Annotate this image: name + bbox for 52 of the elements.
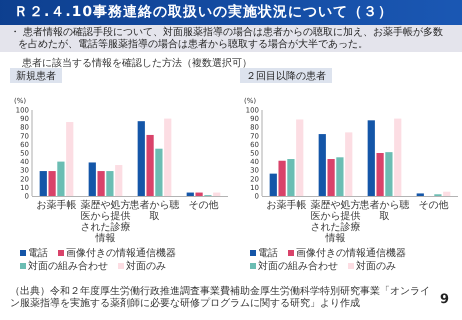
legend-label: 画像付きの情報通信機器 [66,247,176,259]
bar [155,148,163,196]
bar [376,153,384,196]
bar [164,118,172,196]
bar [146,134,154,196]
legend-label: 対面の組み合わせ [28,260,108,272]
bar [66,122,74,196]
bar [48,171,56,196]
text: ・ 患者情報の確認手段について、対面服薬指導の場合は患者からの聴取に加え、お薬手帳が多数を占めたが、電話等服薬指導の場合は患者から聴取する場合が大半であった。 [0,25,462,52]
text: （出典）令和２年度厚生労働行政推進調査事業費補助金厚生労働科学特別研究事業「オンライン服薬指導を実施する薬剤師に必要な研修プログラムに関する研究」より作成 [10,286,430,310]
bar [138,121,145,196]
legend-label: 電話 [258,247,278,259]
x-tick-label: お薬手帳 [36,199,76,211]
chart-title: ２回目以降の患者 [246,70,326,82]
legend-label: 対面の組み合わせ [258,260,338,272]
bar [318,134,326,196]
bar [270,174,277,196]
bar [287,159,295,196]
x-tick-label: 患者から聴取 [358,199,410,222]
bar [345,132,352,196]
bar [385,152,393,196]
bar [88,162,96,196]
bar [394,118,402,196]
bar [327,159,335,196]
x-tick-label: 薬歴や処方医から提供された診療情報 [310,199,360,244]
legend-label: 対面のみ [356,260,396,272]
text: 9 [440,292,450,307]
legend-label: 画像付きの情報通信機器 [296,247,406,259]
x-tick-label: お薬手帳 [266,199,306,211]
bar [416,193,424,196]
bar [106,171,114,196]
bar [115,165,122,196]
bar [97,171,105,196]
bar [368,120,375,196]
x-tick-label: その他 [418,199,448,211]
chart-title: 新規患者 [16,70,56,82]
bar [278,160,286,196]
bar [186,192,194,196]
legend-label: 電話 [28,247,48,259]
bar [195,192,203,196]
bar [40,171,47,196]
bar [296,119,304,196]
x-tick-label: その他 [188,199,218,211]
x-tick-label: 患者から聴取 [128,199,180,222]
text: 患者に該当する情報を確認した方法（複数選択可） [22,56,252,70]
bar [57,162,65,196]
bar [213,192,220,196]
text: Ｒ２.４.10事務連絡の取扱いの実施状況について（３） [0,0,462,25]
bar [443,192,450,196]
x-tick-label: 薬歴や処方医から提供された診療情報 [80,199,130,244]
legend-label: 対面のみ [126,260,166,272]
bar [336,157,344,196]
